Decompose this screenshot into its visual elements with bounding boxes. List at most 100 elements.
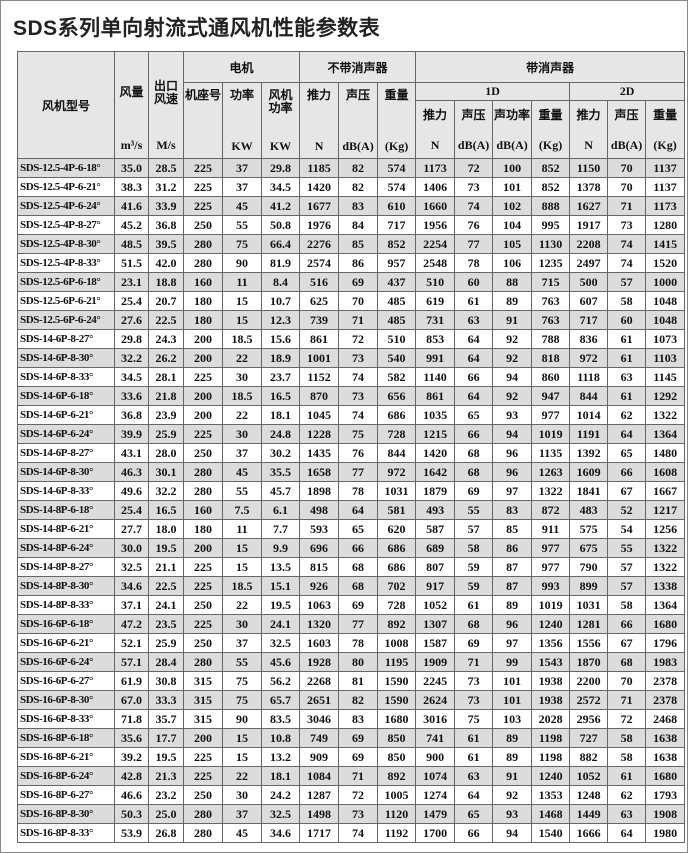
table-cell: 6.1	[260, 500, 301, 520]
table-cell: 81.9	[260, 253, 301, 273]
table-cell: 22.5	[148, 576, 184, 596]
table-row: SDS-16-6P-6-18° 47.2 23.5 225 30 24.1 1320 77 89…	[17, 614, 686, 634]
table-row: SDS-12.5-4P-8-30° 48.5 39.5 280 75 66.4 2276 85…	[17, 234, 686, 254]
table-cell: 73	[454, 671, 494, 691]
table-cell: 280	[183, 253, 223, 273]
table-cell: 69	[454, 481, 494, 501]
table-cell: 861	[299, 329, 340, 349]
table-cell: 32.2	[148, 481, 184, 501]
table-cell: 27.7	[114, 519, 149, 539]
table-cell: 24.2	[260, 785, 301, 805]
table-cell: 66.4	[260, 234, 301, 254]
table-cell: 28.4	[148, 652, 184, 672]
table-row: SDS-16-6P-6-24° 57.1 28.4 280 55 45.6 1928 80 11…	[17, 652, 686, 672]
header-fan-power: 风机功率 KW	[260, 82, 301, 159]
table-cell: 1680	[377, 709, 417, 729]
header-airflow: 风量 m³/s	[114, 51, 149, 159]
table-cell: 34.5	[260, 177, 301, 197]
table-cell: 54	[607, 519, 647, 539]
table-cell: 1480	[645, 443, 686, 463]
table-cell: 957	[377, 253, 417, 273]
table-cell: 66	[454, 367, 494, 387]
table-cell: 73	[454, 690, 494, 710]
cell-model: SDS-16-8P-6-27°	[17, 785, 115, 805]
table-cell: 71	[454, 652, 494, 672]
table-cell: 200	[183, 348, 223, 368]
table-cell: 56.2	[260, 671, 301, 691]
table-cell: 620	[377, 519, 417, 539]
table-cell: 852	[531, 158, 571, 178]
table-cell: 861	[415, 386, 456, 406]
table-cell: 702	[377, 576, 417, 596]
table-cell: 35.6	[114, 728, 149, 748]
table-cell: 1014	[569, 405, 609, 425]
table-cell: 790	[569, 557, 609, 577]
table-cell: 1140	[415, 367, 456, 387]
table-cell: 870	[299, 386, 340, 406]
table-cell: 1980	[645, 823, 686, 843]
table-cell: 61	[454, 595, 494, 615]
table-row: SDS-12.5-4P-8-33° 51.5 42.0 280 90 81.9 2574 86…	[17, 253, 686, 273]
table-cell: 2548	[415, 253, 456, 273]
table-cell: 1928	[299, 652, 340, 672]
table-cell: 34.6	[260, 823, 301, 843]
table-cell: 35.5	[260, 462, 301, 482]
table-cell: 1322	[531, 481, 571, 501]
table-cell: 63	[454, 310, 494, 330]
header-thrust-label: 推力	[307, 88, 332, 102]
table-cell: 18.5	[222, 386, 262, 406]
header-power-unit: KW	[231, 139, 253, 153]
table-row: SDS-14-6P-6-21° 36.8 23.9 200 22 18.1 1045 74 68…	[17, 405, 686, 425]
table-cell: 947	[531, 386, 571, 406]
table-cell: 74	[454, 196, 494, 216]
table-cell: 2574	[299, 253, 340, 273]
table-cell: 852	[531, 177, 571, 197]
table-cell: 30	[222, 614, 262, 634]
header-weight-unit: (Kg)	[384, 139, 409, 153]
cell-model: SDS-14-8P-6-18°	[17, 500, 115, 520]
table-cell: 900	[415, 747, 456, 767]
table-cell: 30.2	[260, 443, 301, 463]
table-cell: 37	[222, 158, 262, 178]
fan-performance-table: 风机型号 风量 m³/s 出口风速 M/s 电机 不带消声器 带消声器 机座号 功率…	[17, 51, 686, 843]
header-outlet-speed: 出口风速 M/s	[148, 51, 184, 159]
table-cell: 28.5	[148, 158, 184, 178]
table-cell: 280	[183, 481, 223, 501]
table-cell: 250	[183, 785, 223, 805]
table-cell: 1638	[645, 747, 686, 767]
table-cell: 2572	[569, 690, 609, 710]
cell-model: SDS-14-6P-6-18°	[17, 386, 115, 406]
table-cell: 574	[377, 177, 417, 197]
unit: (Kg)	[538, 138, 563, 152]
table-cell: 23.1	[114, 272, 149, 292]
table-cell: 68	[607, 652, 647, 672]
table-cell: 250	[183, 215, 223, 235]
table-cell: 250	[183, 595, 223, 615]
table-cell: 1449	[569, 804, 609, 824]
table-cell: 1540	[531, 823, 571, 843]
cell-model: SDS-12.5-4P-8-30°	[17, 234, 115, 254]
table-cell: 510	[377, 329, 417, 349]
table-cell: 250	[183, 633, 223, 653]
table-row: SDS-16-8P-8-33° 53.9 26.8 280 45 34.6 1717 74 11…	[17, 823, 686, 843]
cell-model: SDS-16-8P-6-24°	[17, 766, 115, 786]
table-cell: 1248	[569, 785, 609, 805]
table-cell: 483	[569, 500, 609, 520]
table-cell: 11	[222, 519, 262, 539]
table-cell: 1035	[415, 405, 456, 425]
table-cell: 2651	[299, 690, 340, 710]
table-cell: 1074	[415, 766, 456, 786]
table-cell: 1680	[645, 766, 686, 786]
table-cell: 225	[183, 614, 223, 634]
table-cell: 1145	[645, 367, 686, 387]
table-cell: 59	[454, 557, 494, 577]
table-cell: 42.8	[114, 766, 149, 786]
header-outlet-speed-label: 出口风速	[153, 79, 178, 106]
table-cell: 64	[607, 424, 647, 444]
table-cell: 1677	[299, 196, 340, 216]
table-cell: 1479	[415, 804, 456, 824]
table-cell: 686	[377, 557, 417, 577]
table-cell: 850	[377, 747, 417, 767]
table-cell: 73	[338, 804, 379, 824]
table-cell: 1031	[569, 595, 609, 615]
